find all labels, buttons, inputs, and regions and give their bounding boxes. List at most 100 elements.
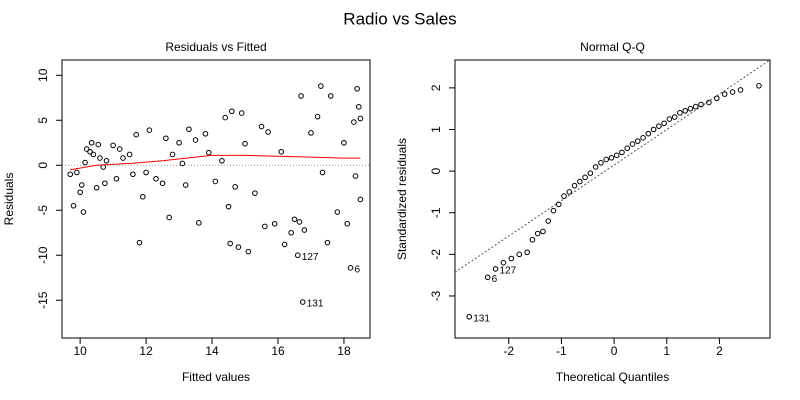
y-tick-label: 1 [429,126,443,133]
point [288,229,294,236]
point [252,190,258,196]
point [212,178,219,185]
point [608,154,615,161]
point [318,83,324,89]
point [271,220,278,227]
point [146,127,153,133]
point [291,216,298,223]
point [756,83,762,89]
point [301,227,308,233]
point [238,110,245,116]
point [592,164,599,170]
point [80,209,87,215]
point-label: 127 [500,266,517,277]
point [737,87,744,93]
point [192,137,199,143]
point [299,299,306,305]
point [258,123,265,130]
point [327,93,334,99]
y-tick-label: -1 [429,207,443,218]
point [640,135,646,141]
y-tick-label: 0 [429,167,443,174]
x-axis-label: Theoretical Quantiles [556,370,669,384]
point [182,182,189,188]
point [77,189,83,196]
point [492,266,499,272]
point [347,265,354,271]
point [133,131,139,138]
point [645,130,652,137]
y-tick-label: -10 [36,246,50,264]
point [176,139,182,146]
point [671,114,678,120]
point [67,171,74,178]
point [598,159,604,166]
point [265,129,271,135]
point [687,105,694,112]
point [357,115,364,122]
point [298,93,304,99]
y-axis-label: Residuals [2,173,16,226]
point [682,107,688,114]
point [351,119,357,125]
point [169,151,176,158]
point [196,220,202,226]
y-tick-label: 10 [36,68,50,82]
y-tick-label: -3 [429,290,443,301]
point [235,244,242,250]
x-tick-label: 16 [271,344,285,358]
point [202,130,209,137]
point [296,219,303,225]
point [629,141,636,147]
point [624,145,631,152]
point [582,174,588,181]
point [613,152,620,159]
point [516,251,523,258]
point [136,239,143,246]
x-axis-label: Fitted values [182,370,250,384]
point [357,196,364,203]
x-tick-label: 0 [611,344,618,358]
point [355,103,362,110]
point [143,169,149,176]
point [139,193,146,200]
point [222,114,229,121]
point [545,218,552,224]
point [352,173,359,179]
point [186,126,192,133]
point [524,249,530,256]
point [110,142,116,149]
point [97,155,103,161]
point [70,202,77,209]
point [245,248,252,255]
chart-title: Residuals vs Fitted [165,40,266,54]
point [634,138,641,144]
point [294,252,301,259]
x-tick-label: 12 [139,344,153,358]
point [656,123,662,129]
point [354,85,360,92]
point [93,184,100,191]
x-tick-label: 10 [73,344,87,358]
point [225,203,232,210]
point-label: 131 [473,313,490,324]
point [319,169,326,176]
point [466,313,473,320]
point-label: 6 [355,264,361,275]
point [534,230,541,237]
plot-frame [61,59,371,339]
point [153,175,159,182]
point [661,120,667,127]
point [692,103,699,110]
point [341,139,347,146]
point [88,139,95,146]
point [566,189,573,195]
point-label: 6 [492,274,498,285]
point [729,89,736,95]
point [95,141,102,148]
point [242,140,248,147]
point [698,101,704,108]
point [159,180,166,187]
point [262,223,268,230]
